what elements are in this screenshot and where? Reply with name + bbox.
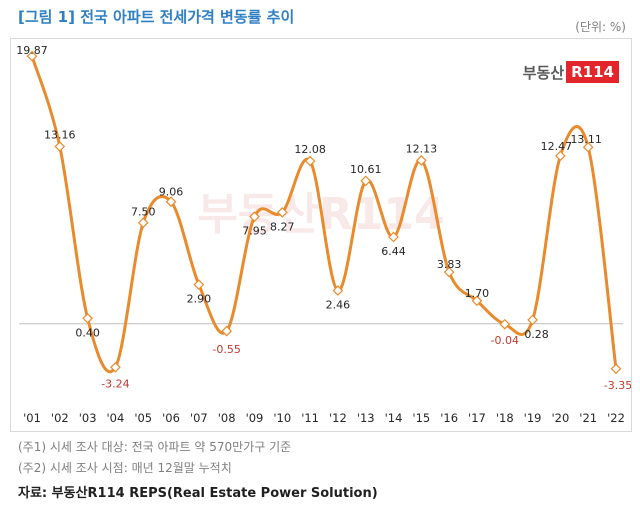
- data-label: 12.13: [406, 142, 438, 155]
- data-label: 2.46: [326, 299, 351, 312]
- data-label: 3.83: [437, 258, 462, 271]
- x-tick-label: '11: [301, 411, 319, 425]
- data-point: [165, 196, 177, 208]
- x-tick-label: '08: [218, 411, 236, 425]
- x-tick-label: '06: [162, 411, 180, 425]
- brand-box: R114: [566, 61, 619, 83]
- x-tick-label: '14: [385, 411, 403, 425]
- x-tick-label: '05: [134, 411, 152, 425]
- data-label: 7.95: [242, 225, 267, 238]
- data-point: [555, 150, 566, 162]
- data-point: [26, 50, 38, 62]
- data-label: 0.40: [75, 326, 100, 339]
- x-tick-label: '02: [51, 411, 69, 425]
- data-point: [193, 279, 205, 291]
- x-tick-label: '09: [246, 411, 264, 425]
- data-label: -0.55: [212, 343, 240, 356]
- unit-label: (단위: %): [575, 20, 626, 34]
- data-label: 2.90: [187, 293, 212, 306]
- source-label: 자료: 부동산R114 REPS(Real Estate Power Solut…: [18, 486, 378, 501]
- brand-logo: 부동산 R114: [523, 61, 619, 83]
- chart-title: [그림 1] 전국 아파트 전세가격 변동률 추이: [18, 8, 295, 26]
- data-point: [276, 207, 288, 218]
- chart-area: 부동산 R114 부동산R114 19.87 13.16 0.40 -3.24 7.50…: [10, 38, 632, 432]
- x-tick-label: '18: [496, 411, 514, 425]
- data-point: [471, 295, 483, 307]
- data-point: [388, 231, 399, 243]
- note-1: (주1) 시세 조사 대상: 전국 아파트 약 570만가구 기준: [18, 440, 292, 454]
- x-tick-label: '10: [273, 411, 291, 425]
- data-point: [443, 266, 455, 278]
- data-point: [54, 141, 66, 152]
- data-point: [360, 175, 372, 187]
- x-tick-label: '16: [440, 411, 458, 425]
- data-point: [499, 318, 511, 330]
- data-label: 13.11: [570, 133, 602, 146]
- data-label: -3.24: [101, 377, 129, 390]
- x-tick-label: '17: [468, 411, 486, 425]
- x-tick-label: '21: [579, 411, 597, 425]
- note-2: (주2) 시세 조사 시점: 매년 12월말 누적치: [18, 461, 232, 475]
- data-label: 6.44: [381, 245, 406, 258]
- x-tick-label: '01: [23, 411, 41, 425]
- line-chart: 부동산R114 19.87 13.16 0.40 -3.24 7.509.06 2.90 -…: [16, 44, 631, 425]
- data-label: 12.08: [294, 143, 326, 156]
- data-point: [82, 312, 93, 324]
- data-point: [304, 155, 316, 167]
- data-point: [249, 211, 260, 223]
- x-tick-label: '15: [412, 411, 430, 425]
- brand-text: 부동산: [522, 63, 565, 82]
- data-point: [221, 325, 233, 337]
- data-point: [415, 155, 427, 166]
- x-tick-label: '19: [524, 411, 542, 425]
- x-tick-label: '12: [329, 411, 347, 425]
- data-label: 19.87: [16, 44, 48, 57]
- x-tick-label: '03: [79, 411, 97, 425]
- data-label: 8.27: [270, 220, 295, 233]
- data-label: 9.06: [159, 186, 184, 199]
- data-point: [527, 314, 538, 326]
- data-label: 12.47: [541, 140, 573, 153]
- data-label: 10.61: [350, 163, 382, 176]
- data-point: [110, 361, 121, 373]
- x-tick-label: '13: [357, 411, 375, 425]
- x-tick-label: '04: [107, 411, 125, 425]
- data-label: 0.28: [524, 328, 549, 341]
- data-label: 7.50: [131, 206, 156, 219]
- data-point: [137, 217, 149, 229]
- data-label: 13.16: [44, 129, 76, 142]
- data-point: [332, 285, 344, 296]
- data-label: -0.04: [491, 334, 519, 347]
- x-tick-label: '20: [551, 411, 569, 425]
- x-tick-label: '07: [190, 411, 208, 425]
- data-point: [582, 141, 594, 153]
- data-label: 1.70: [465, 287, 490, 300]
- data-label: -3.35: [604, 379, 631, 392]
- x-tick-label: '22: [607, 411, 625, 425]
- data-point: [610, 363, 622, 375]
